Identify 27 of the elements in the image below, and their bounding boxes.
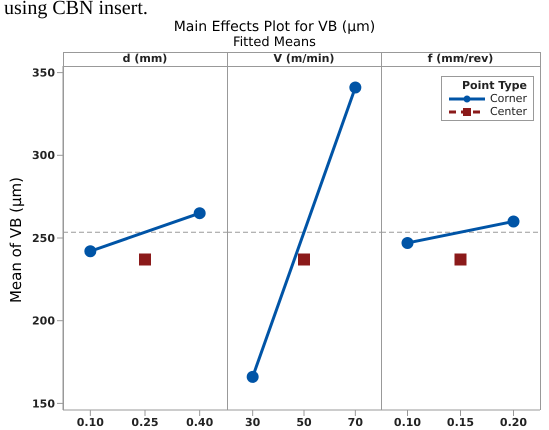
chart-title: d (mm) — [63, 52, 227, 67]
x-tick-label: 0.25 — [131, 416, 159, 429]
legend-title: Point Type — [460, 79, 527, 92]
point — [139, 254, 151, 266]
y-axis-title: Mean of VB (µm) — [7, 176, 25, 304]
x-tick-label: 0.10 — [394, 416, 422, 429]
x-tick-label: 0.40 — [186, 416, 214, 429]
y-tick-label: 300 — [32, 149, 56, 162]
y-tick-label: 150 — [32, 397, 56, 410]
text: using CBN insert. — [4, 0, 148, 19]
x-tick-label: 0.20 — [500, 416, 528, 429]
legend-label: Center — [490, 105, 527, 118]
x-tick-label: 0.15 — [446, 416, 474, 429]
y-tick-label: 350 — [32, 66, 56, 80]
chart-title: V (m/min) — [227, 52, 381, 67]
text: Fitted Means — [232, 35, 317, 50]
y-tick-label: 200 — [32, 314, 56, 328]
legend-label: Corner — [490, 92, 527, 105]
x-tick-label: 50 — [296, 416, 312, 429]
x-tick-label: 0.10 — [76, 416, 104, 429]
x-tick-label: 30 — [245, 416, 261, 429]
chart-title: f (mm/rev) — [381, 52, 540, 67]
text: Main Effects Plot for VB (µm) — [172, 19, 376, 35]
point — [84, 245, 96, 258]
y-tick-label: 250 — [32, 232, 56, 245]
point — [194, 207, 206, 220]
x-tick-label: 70 — [348, 416, 364, 429]
